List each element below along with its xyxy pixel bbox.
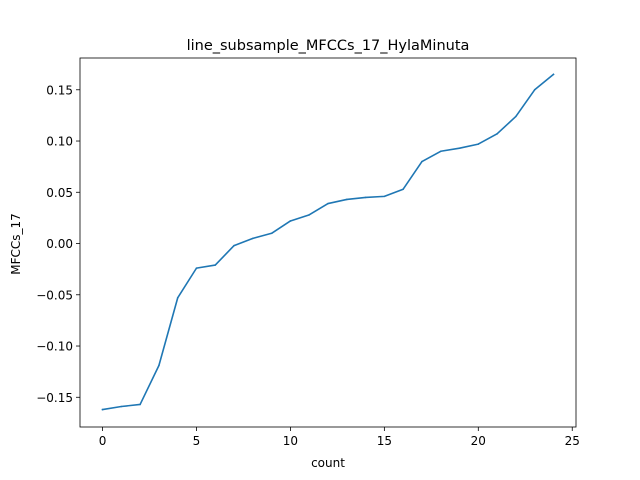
data-point — [327, 202, 329, 205]
x-tick-label: 10 — [283, 434, 298, 448]
data-point — [214, 264, 217, 266]
data-point — [515, 115, 517, 118]
data-point — [176, 297, 179, 299]
data-point — [421, 160, 423, 163]
x-axis-label: count — [311, 456, 345, 470]
y-tick-label: 0.00 — [46, 237, 73, 251]
data-point — [233, 244, 235, 247]
data-point — [458, 147, 461, 149]
plot-frame — [79, 57, 577, 428]
y-tick-label: 0.05 — [46, 186, 73, 200]
data-point — [402, 188, 404, 190]
data-point — [439, 150, 442, 153]
data-point — [364, 196, 367, 199]
x-tick-label: 5 — [193, 434, 201, 448]
data-point — [477, 143, 480, 145]
y-tick-label: −0.10 — [36, 340, 73, 354]
data-point — [552, 73, 555, 76]
x-tick-label: 15 — [377, 434, 392, 448]
data-point — [289, 220, 292, 222]
x-tick-label: 25 — [565, 434, 580, 448]
data-point — [496, 133, 498, 135]
x-tick-label: 20 — [471, 434, 486, 448]
y-tick-label: 0.15 — [46, 83, 73, 97]
y-tick-label: 0.10 — [46, 135, 73, 149]
data-point — [120, 405, 123, 408]
chart-title: line_subsample_MFCCs_17_HylaMinuta — [187, 38, 470, 54]
data-point — [195, 267, 198, 269]
x-tick-label: 0 — [99, 434, 107, 448]
y-tick-label: −0.15 — [36, 391, 73, 405]
data-point — [270, 232, 273, 235]
data-point — [533, 88, 536, 91]
y-tick-label: −0.05 — [36, 288, 73, 302]
plot-area: 0 5 10 15 20 25 −0.15 −0.10 −0.05 0.00 0.05 0.10 0.1… — [36, 57, 580, 448]
y-axis-label: MFCCs_17 — [9, 213, 23, 275]
data-point — [383, 195, 386, 198]
data-point — [101, 408, 104, 411]
data-point — [308, 214, 311, 216]
data-point — [252, 237, 254, 240]
data-point — [139, 403, 141, 406]
data-point — [158, 364, 160, 367]
data-point — [345, 198, 348, 201]
